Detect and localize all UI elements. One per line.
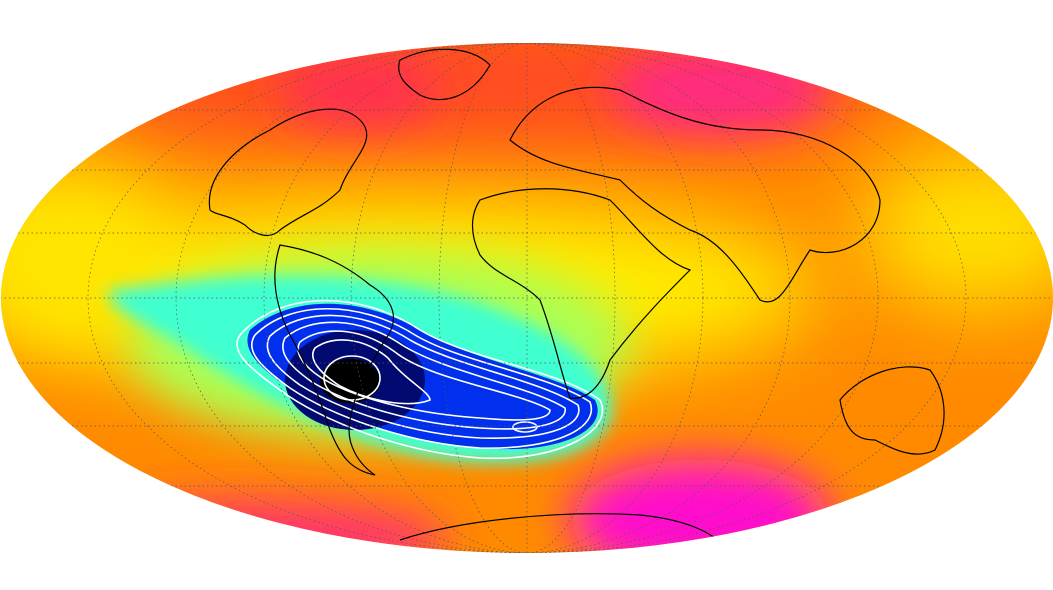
greenland-coast	[398, 48, 491, 101]
north-america-coast	[208, 108, 368, 237]
eurasia-coast	[509, 86, 881, 303]
southwest-high-region	[50, 500, 450, 553]
contour-lines	[236, 299, 604, 460]
australia-coast	[839, 366, 945, 455]
south-america-coast	[274, 244, 394, 476]
africa-coast	[471, 188, 692, 399]
antarctica-coast	[399, 513, 731, 553]
siberia-high-region	[610, 45, 830, 135]
graticule	[1, 43, 1053, 553]
anomaly-minimum	[320, 359, 380, 403]
coastlines	[208, 48, 945, 553]
